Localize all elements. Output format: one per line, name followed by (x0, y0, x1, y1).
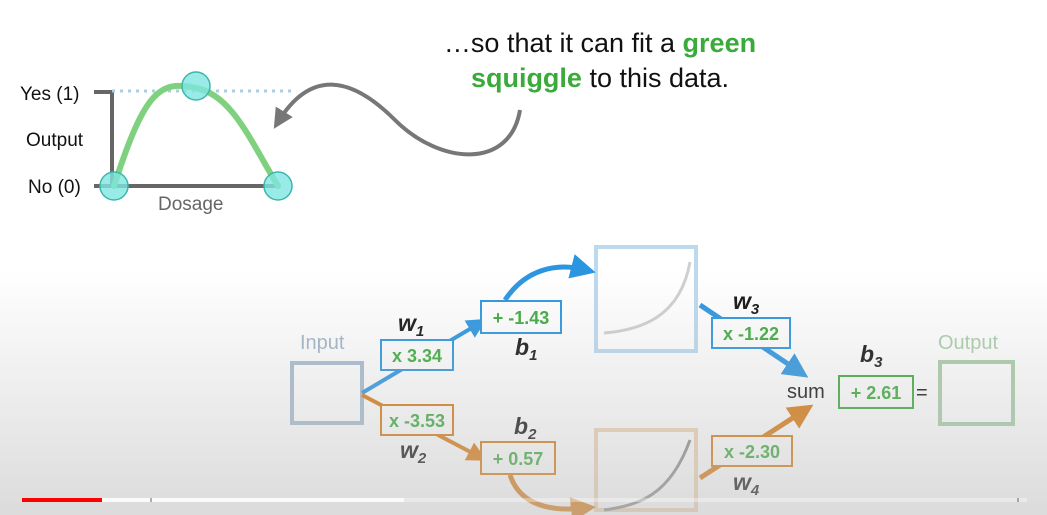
gray-squiggle-arrow (273, 82, 522, 157)
data-points (99, 71, 293, 201)
edge-b1-to-activation-top (502, 254, 596, 302)
edge-b2-to-activation-bottom (507, 474, 596, 515)
progress-buffered (22, 498, 404, 502)
data-point (99, 171, 129, 201)
no-label: No (0) (28, 177, 81, 198)
green-squiggle (111, 82, 281, 189)
output-label: Output (938, 332, 998, 354)
activation-box-top (594, 245, 698, 353)
neural-network: Input Output w1 x 3.34 x -3.53 (290, 245, 1015, 515)
b2-value: + 0.57 (493, 449, 544, 469)
small-plot: Yes (1) Output No (0) Dosage (20, 71, 295, 215)
w2-value: x -3.53 (389, 411, 445, 431)
w2-label: w2 (400, 437, 427, 467)
b3-value: + 2.61 (851, 383, 902, 403)
softplus-curve-top (603, 261, 692, 335)
w3-value: x -1.22 (723, 324, 779, 344)
b1-label: b1 (515, 334, 537, 364)
video-progress-bar[interactable] (22, 498, 1027, 502)
w3-label: w3 (733, 288, 760, 318)
progress-played (22, 498, 103, 502)
sum-label: sum (787, 381, 825, 403)
w4-label: w4 (733, 469, 760, 499)
caption-line1-prefix: …so that it can fit a (443, 28, 676, 58)
data-point (263, 171, 293, 201)
b3-label: b3 (860, 341, 883, 371)
input-label: Input (300, 332, 345, 354)
output-node (938, 360, 1015, 426)
caption-line2-highlight: squiggle (470, 63, 582, 93)
caption-line1-highlight: green (682, 28, 757, 58)
caption-line2-suffix: to this data. (589, 63, 730, 93)
data-point (181, 71, 211, 101)
w4-value: x -2.30 (724, 442, 780, 462)
w1-label: w1 (398, 310, 424, 340)
dosage-axis-label: Dosage (158, 194, 224, 215)
b1-value: + -1.43 (493, 308, 550, 328)
w1-value: x 3.34 (392, 346, 442, 366)
equals-sign: = (916, 382, 928, 404)
output-axis-label: Output (26, 130, 84, 151)
yes-label: Yes (1) (20, 84, 80, 105)
chapter-marker (1017, 498, 1019, 502)
caption: …so that it can fit a green squiggle to … (400, 26, 800, 96)
input-node (290, 361, 364, 425)
b2-label: b2 (514, 413, 537, 443)
chapter-marker (150, 498, 152, 502)
